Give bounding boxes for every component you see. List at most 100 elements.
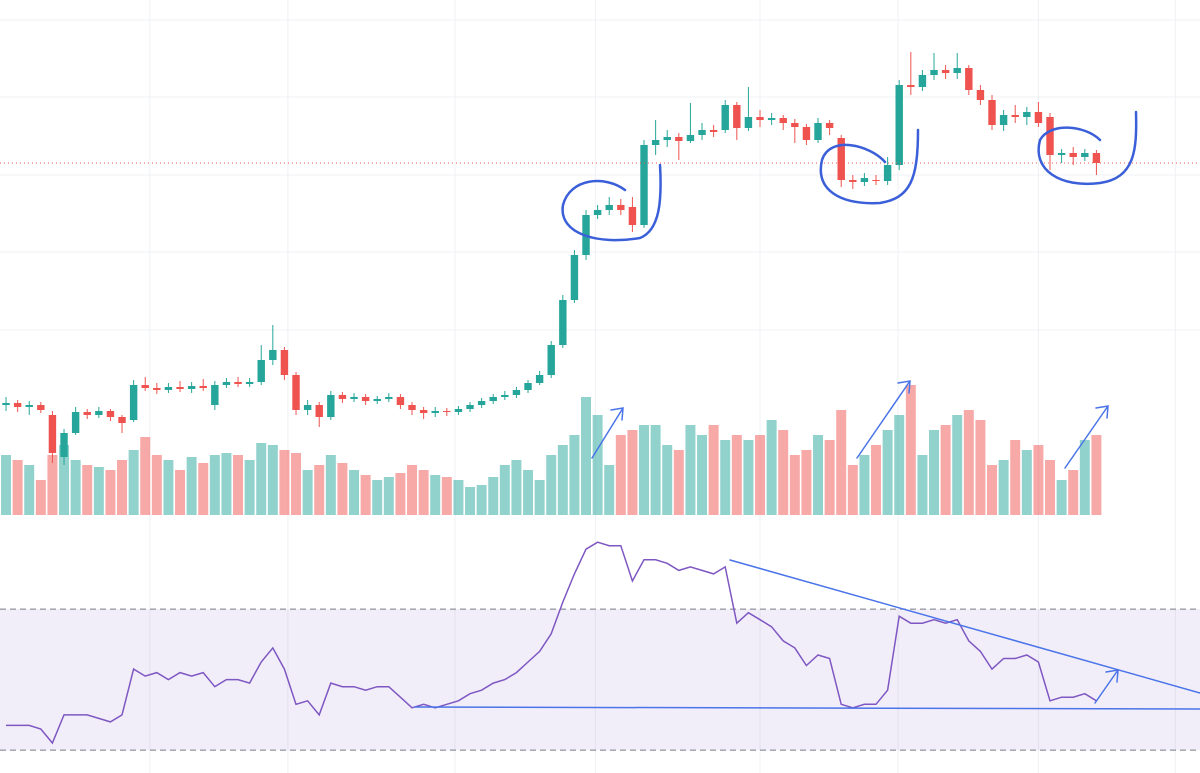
- volume-bar: [766, 420, 777, 515]
- candle-body: [593, 210, 602, 215]
- volume-bar: [952, 415, 963, 515]
- candle-body: [1046, 117, 1054, 155]
- candle-body: [211, 385, 219, 405]
- candle-body: [48, 415, 57, 453]
- volume-bar: [1033, 445, 1044, 515]
- candle-body: [686, 135, 695, 141]
- candle-body: [257, 360, 265, 382]
- candle-body: [965, 68, 973, 90]
- candle-body: [187, 386, 196, 389]
- volume-bar: [186, 457, 197, 515]
- candle-body: [883, 165, 892, 181]
- volume-bar: [963, 410, 974, 515]
- candle-body: [802, 127, 811, 140]
- volume-bar: [256, 443, 267, 515]
- candle-body: [315, 405, 323, 417]
- arrow-annotation: [591, 407, 624, 459]
- volume-bar: [557, 445, 568, 515]
- volume-bar: [47, 455, 58, 515]
- volume-bar: [546, 455, 557, 515]
- candle-body: [118, 417, 126, 423]
- arrow-annotation: [1064, 405, 1109, 469]
- candle-body: [477, 401, 486, 405]
- candle-body: [129, 385, 138, 420]
- candle-body: [153, 388, 161, 390]
- candle-body: [71, 412, 80, 433]
- volume-bar: [430, 475, 441, 515]
- volume-bar: [685, 425, 696, 515]
- volume-bar: [175, 470, 186, 515]
- volume-bar: [987, 465, 998, 515]
- candle-body: [199, 386, 207, 388]
- volume-bar: [894, 415, 905, 515]
- volume-bar: [534, 480, 545, 515]
- volume-bar: [279, 450, 290, 515]
- candle-body: [1034, 112, 1043, 123]
- candle-body: [651, 140, 660, 145]
- volume-bar: [523, 470, 534, 515]
- volume-bar: [163, 460, 174, 515]
- candle-body: [1023, 112, 1031, 117]
- volume-bar: [743, 440, 754, 515]
- candle-body: [385, 397, 393, 399]
- volume-bar: [1, 455, 12, 515]
- volume-bar: [59, 445, 70, 515]
- candle-body: [37, 405, 45, 410]
- candle-body: [338, 395, 347, 399]
- candle-body: [918, 75, 927, 87]
- volume-bar: [662, 445, 673, 515]
- candle-body: [373, 399, 381, 401]
- candle-body: [709, 130, 718, 132]
- volume-bar: [755, 435, 766, 515]
- volume-bar: [998, 460, 1009, 515]
- volume-bar: [407, 465, 418, 515]
- candle-body: [872, 180, 880, 181]
- volume-bar: [24, 465, 35, 515]
- candle-body: [431, 411, 439, 413]
- volume-bar: [360, 475, 371, 515]
- volume-bar: [801, 450, 812, 515]
- candle-body: [860, 178, 869, 182]
- volume-bar: [859, 455, 870, 515]
- volume-bar: [314, 465, 325, 515]
- volume-bar: [592, 415, 603, 515]
- candle-body: [547, 345, 555, 375]
- volume-bar: [1091, 435, 1102, 515]
- candle-body: [303, 405, 312, 410]
- marks-layer: [0, 52, 1200, 745]
- volume-bar: [302, 470, 313, 515]
- candle-body: [292, 375, 300, 410]
- annotations: [414, 110, 1200, 710]
- candle-body: [837, 138, 845, 180]
- volume-bar: [1079, 440, 1090, 515]
- volume-bar: [117, 460, 128, 515]
- volume-bar: [697, 435, 708, 515]
- candle-body: [396, 397, 405, 405]
- arrow-annotation: [856, 380, 911, 459]
- volume-bar: [813, 435, 824, 515]
- candle-body: [1069, 153, 1077, 157]
- volume-bar: [267, 445, 278, 515]
- candle-body: [721, 105, 729, 130]
- volume-bar: [233, 455, 244, 515]
- volume-bar: [836, 410, 847, 515]
- candle-body: [663, 137, 671, 140]
- trend-line: [414, 706, 1200, 710]
- candle-body: [512, 390, 521, 395]
- volume-bar: [824, 440, 835, 515]
- volume-bar: [673, 450, 684, 515]
- candle-body: [327, 395, 335, 417]
- volume-bar: [1045, 460, 1056, 515]
- candle-body: [733, 105, 741, 128]
- candle-body: [907, 85, 915, 87]
- volume-bar: [35, 480, 46, 515]
- volume-bar: [789, 455, 800, 515]
- volume-bar: [244, 460, 255, 515]
- candle-body: [350, 397, 358, 399]
- candle-body: [941, 70, 950, 73]
- volume-bar: [569, 435, 580, 515]
- candle-body: [814, 123, 822, 140]
- volume-bar: [372, 480, 383, 515]
- volume-bar: [975, 420, 986, 515]
